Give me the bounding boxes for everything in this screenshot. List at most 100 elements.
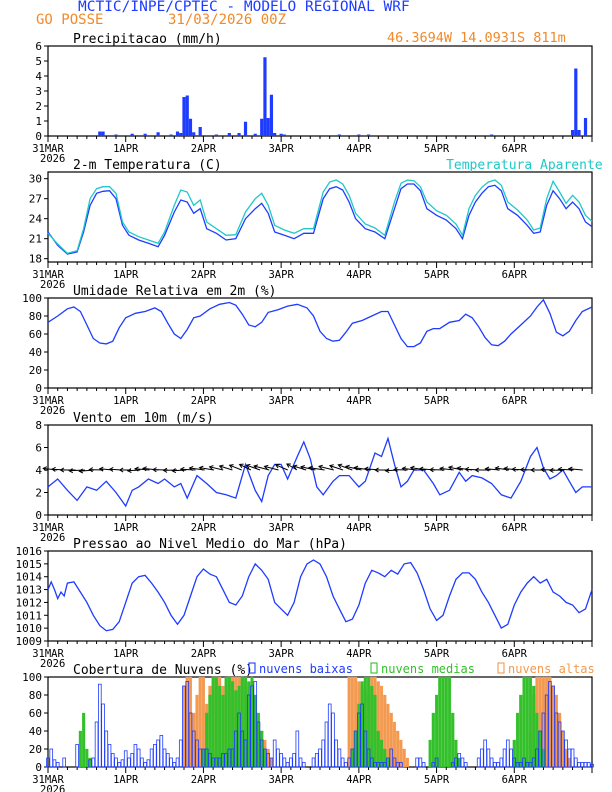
wind-x-tick-label: 2APR [191, 522, 217, 534]
cloud-low-bar [237, 712, 241, 768]
cloud-low-bar [172, 762, 177, 768]
cloud-low-bar [580, 762, 585, 768]
cloud-mid-bar [428, 739, 432, 768]
cloud-mid-bar [240, 676, 244, 768]
cloud-high-bar [567, 757, 571, 768]
location-label: GO POSSE [36, 12, 104, 28]
cloud-low-bar [379, 762, 384, 768]
wind-barb-head [68, 468, 74, 474]
cloud-low-bar [347, 757, 351, 768]
cloud-low-bar [496, 762, 500, 768]
cloud-high-bar [192, 712, 196, 768]
temp-x-tick-label: 3APR [268, 269, 294, 281]
temp-legend-label: Temperatura Aparente (C) [446, 158, 612, 173]
wind-barb-head [228, 464, 234, 469]
cloud-low-bar [217, 757, 222, 768]
cloud-mid-bar [373, 694, 377, 768]
cloud-low-bar [188, 712, 193, 768]
cloud-low-bar [191, 730, 196, 768]
precip-bar [237, 133, 241, 136]
cloud-high-bar [548, 676, 552, 768]
cloud-mid-bar [354, 730, 358, 768]
cloud-legend-label: nuvens baixas [259, 662, 353, 676]
clouds-x-tick-label: 5APR [424, 774, 450, 786]
wind-barb-head [42, 466, 48, 472]
cloud-low-bar [211, 757, 215, 768]
cloud-mid-bar [538, 730, 542, 768]
cloud-low-bar [136, 748, 141, 768]
wind-barb-head [503, 466, 509, 472]
cloud-legend-label: nuvens medias [381, 662, 475, 676]
precip-bar [243, 121, 248, 136]
clouds-x-tick-label: 31MAR [32, 774, 64, 786]
cloud-mid-bar [218, 685, 222, 768]
precip-bar [214, 134, 218, 136]
cloud-low-bar [149, 748, 154, 768]
wind-barb-head [439, 466, 444, 472]
precip-bar [282, 134, 286, 136]
cloud-low-bar [208, 753, 212, 768]
temp-x-tick-label: 2APR [191, 269, 217, 281]
cloud-low-bar [386, 757, 390, 768]
humidity-x-tick-label: 5APR [424, 395, 450, 407]
pressure-y-tick-label: 1009 [16, 635, 43, 648]
precip-x-tick-label: 3APR [268, 143, 294, 155]
wind-barb-head [198, 465, 204, 471]
cloud-low-bar [421, 762, 426, 768]
cloud-low-bar [107, 744, 112, 768]
run-date-label: 31/03/2026 00Z [168, 12, 287, 28]
wind-barb-head [142, 466, 147, 472]
wind-barb-head [245, 463, 251, 469]
precip-bar [357, 134, 361, 136]
clouds-y-tick-label: 80 [29, 689, 42, 702]
cloud-low-bar [434, 757, 439, 768]
humidity-y-tick-label: 100 [22, 292, 42, 305]
precip-bar [583, 118, 588, 136]
precip-bar [175, 131, 180, 136]
wind-barb-head [447, 465, 453, 471]
pressure-x-tick-label: 2APR [191, 648, 217, 660]
wind-barb-shaft [318, 465, 334, 471]
cloud-low-bar [583, 762, 588, 768]
cloud-low-bar [253, 681, 258, 768]
precip-year-label: 2026 [40, 153, 65, 165]
cloud-low-bar [98, 683, 102, 768]
wind-barb-shaft [264, 465, 279, 471]
temp-x-tick-label: 4APR [346, 269, 372, 281]
cloud-high-bar [399, 739, 403, 768]
precip-bar [337, 134, 342, 136]
cloud-low-bar [94, 721, 99, 768]
cloud-low-bar [114, 757, 118, 768]
precip-y-tick-label: 6 [35, 40, 42, 53]
precip-bar [188, 118, 193, 136]
cloud-low-bar [256, 721, 261, 768]
precip-bar [98, 131, 102, 136]
cloud-low-bar [282, 757, 287, 768]
wind-barb-head [188, 465, 194, 471]
wind-barb-shaft [69, 469, 85, 472]
wind-barb-head [567, 466, 573, 472]
wind-barb-head [218, 464, 224, 470]
cloud-low-bar [166, 753, 170, 768]
precip-bar [577, 130, 581, 136]
precip-y-tick-label: 5 [35, 55, 42, 68]
wind-x-tick-label: 31MAR [32, 522, 64, 534]
cloud-mid-bar [535, 712, 539, 768]
cloud-mid-bar [82, 712, 86, 768]
cloud-low-bar [276, 748, 280, 768]
temp-x-tick-label: 1APR [113, 269, 139, 281]
cloud-mid-bar [256, 712, 261, 768]
cloud-low-bar [450, 762, 455, 768]
wind-barb-shaft [219, 465, 233, 471]
humidity-y-tick-label: 60 [29, 328, 42, 341]
cloud-mid-bar [247, 681, 251, 768]
clouds-panel-title: Cobertura de Nuvens (%) [73, 663, 253, 678]
wind-barb-head [253, 464, 259, 470]
wind-barb-head [374, 467, 379, 473]
cloud-low-bar [214, 757, 219, 768]
wind-barb-head [530, 467, 535, 473]
cloud-mid-bar [379, 739, 384, 768]
wind-barb-shaft [402, 467, 417, 471]
cloud-high-bar [392, 721, 397, 768]
